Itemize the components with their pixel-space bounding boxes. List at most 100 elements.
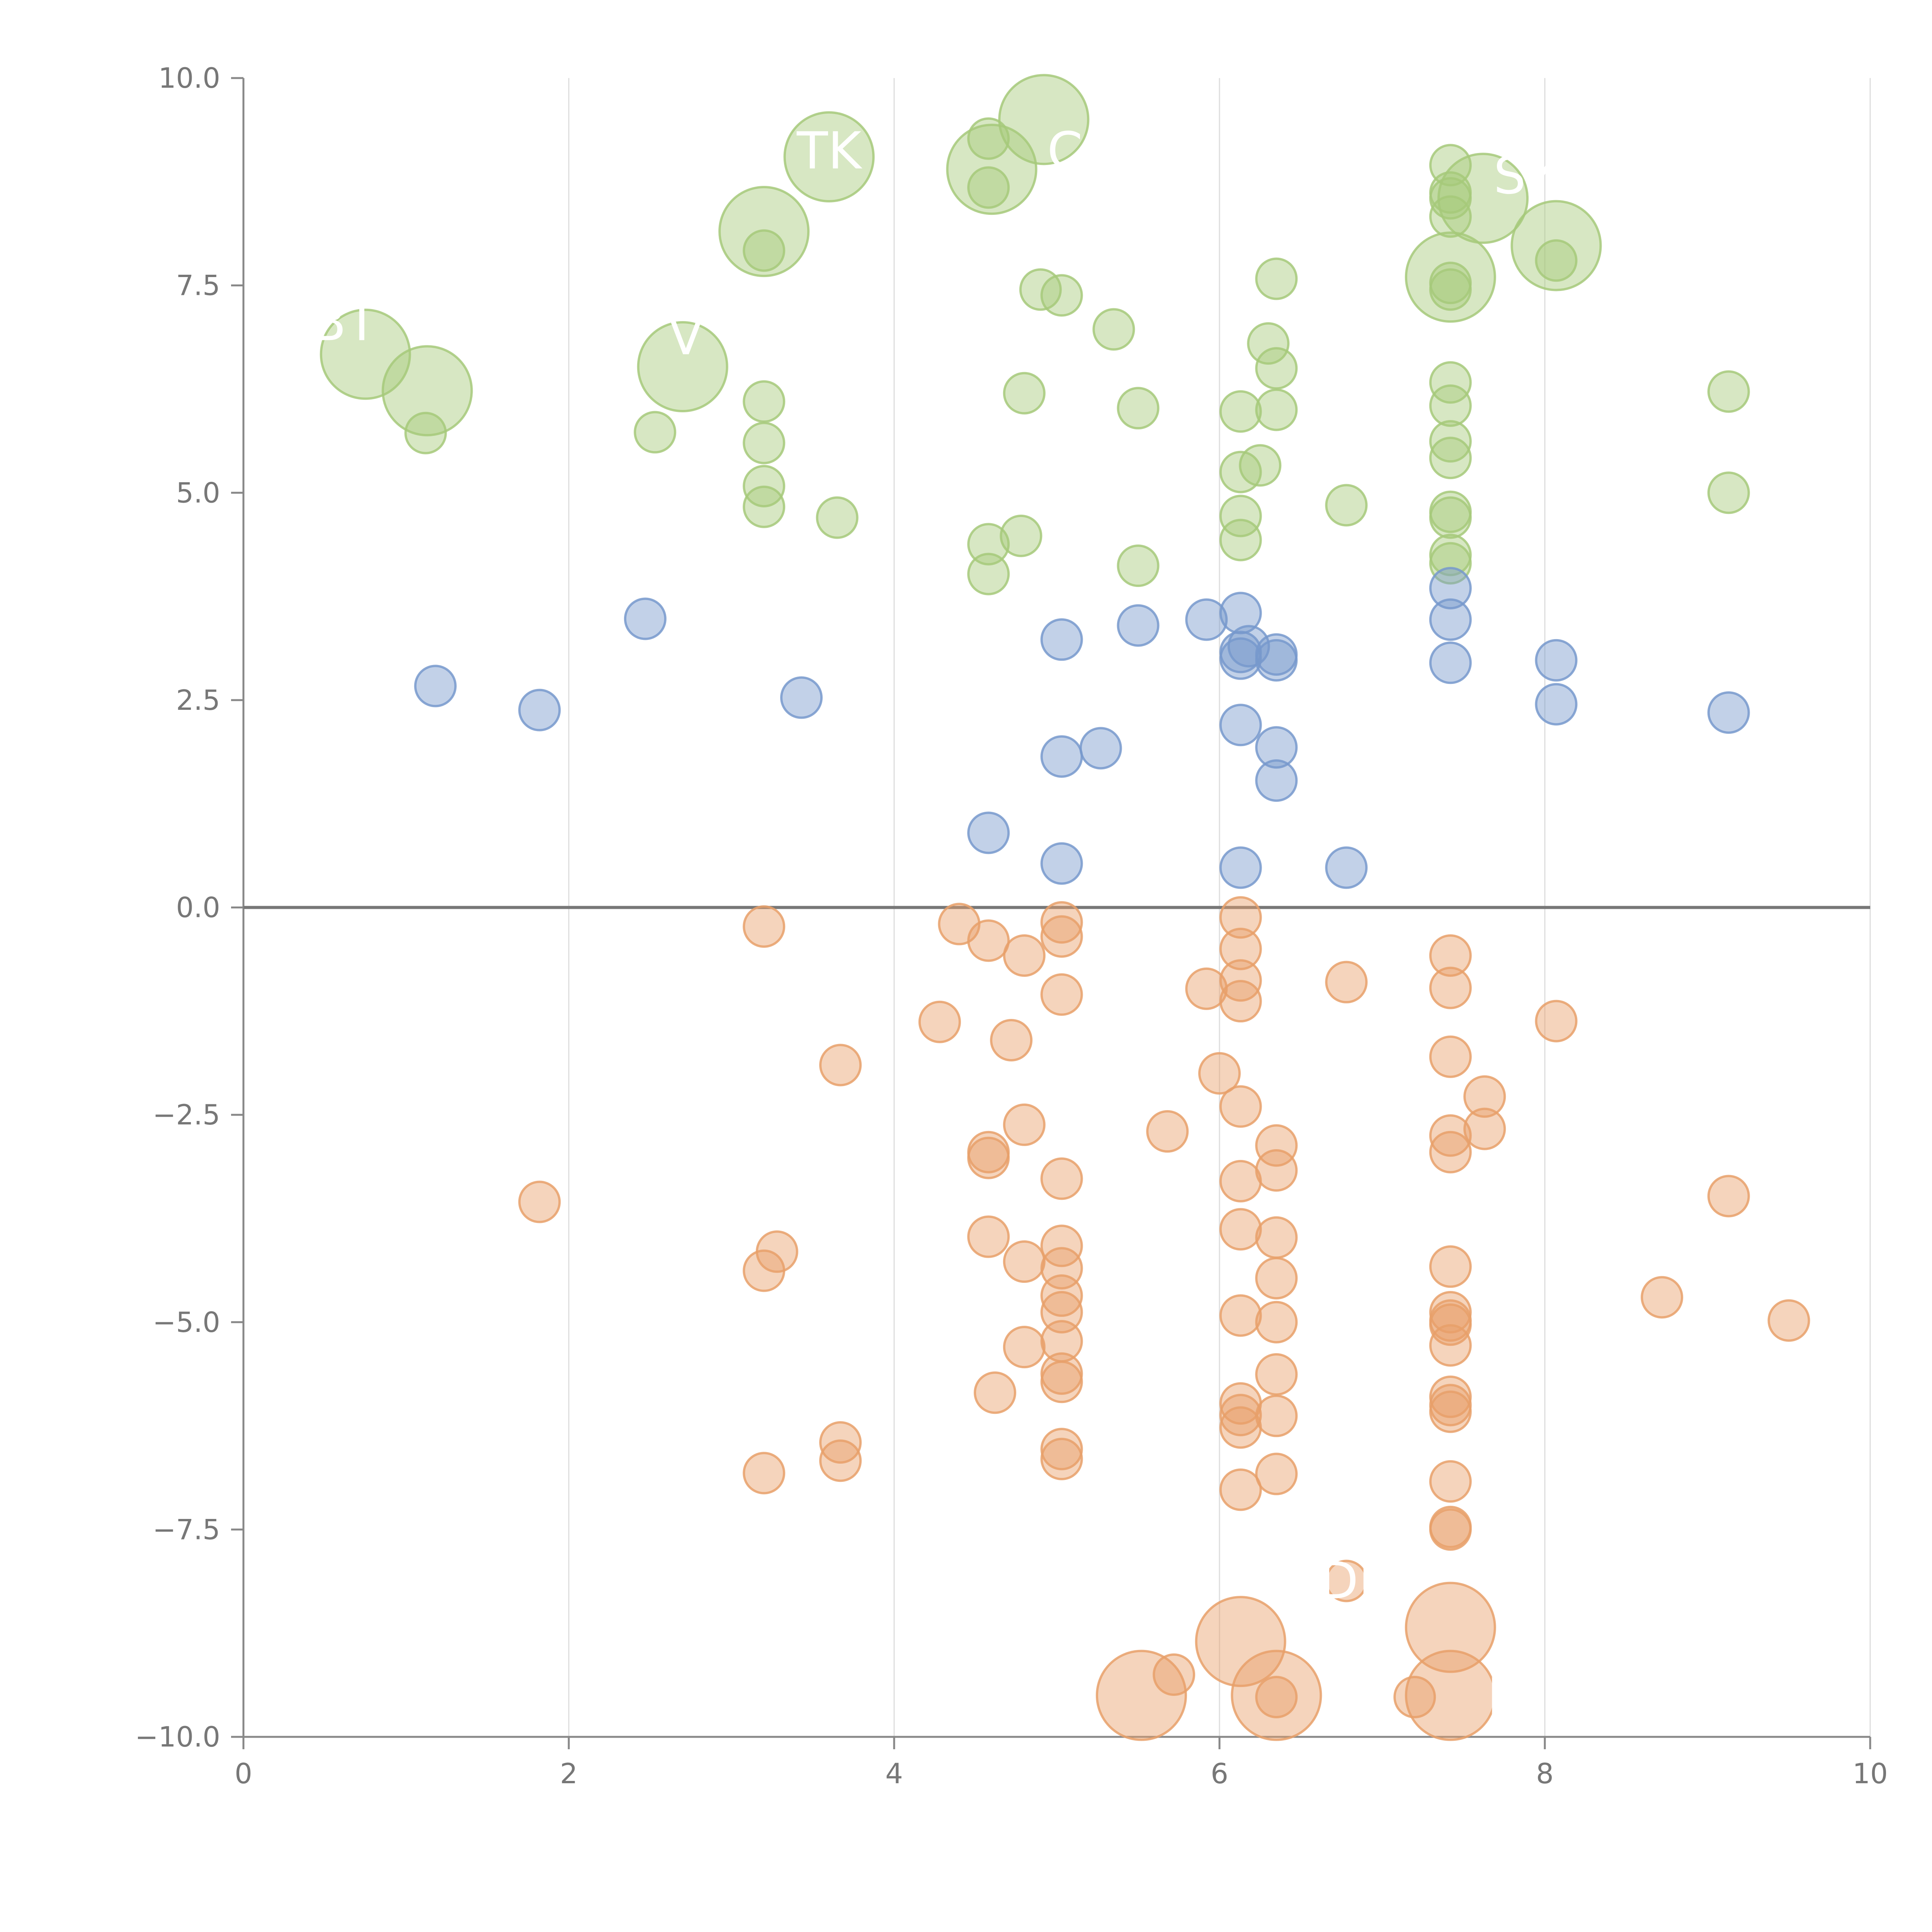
point-label: SY bbox=[1493, 146, 1557, 206]
data-point bbox=[1003, 372, 1046, 415]
data-point bbox=[1117, 387, 1160, 430]
data-point bbox=[1429, 598, 1472, 641]
data-point bbox=[1092, 308, 1135, 351]
large-data-point bbox=[1510, 200, 1602, 291]
data-point bbox=[1079, 727, 1122, 770]
data-point bbox=[1707, 471, 1750, 514]
data-point bbox=[967, 1136, 1010, 1179]
data-point bbox=[1219, 390, 1262, 433]
data-point bbox=[1040, 1291, 1083, 1333]
y-tick-label: −7.5 bbox=[153, 1513, 220, 1546]
data-point bbox=[1219, 495, 1262, 537]
data-point bbox=[1219, 704, 1262, 747]
data-point bbox=[634, 411, 677, 454]
data-point bbox=[743, 229, 786, 272]
data-point bbox=[1463, 1107, 1506, 1150]
data-point bbox=[1429, 966, 1472, 1009]
x-tick-label: 8 bbox=[1536, 1757, 1554, 1790]
x-tick-label: 10 bbox=[1852, 1757, 1888, 1790]
data-point bbox=[1040, 901, 1083, 944]
data-point bbox=[1146, 1110, 1189, 1153]
data-point bbox=[1535, 683, 1578, 726]
data-point bbox=[1219, 927, 1262, 970]
data-point bbox=[1219, 846, 1262, 889]
data-point bbox=[755, 1230, 798, 1273]
data-point bbox=[1255, 1353, 1298, 1396]
data-point bbox=[1040, 973, 1083, 1016]
y-tick-label: 2.5 bbox=[176, 684, 220, 716]
data-point bbox=[1040, 1157, 1083, 1200]
data-point bbox=[1040, 1437, 1083, 1480]
point-label: BT bbox=[311, 293, 378, 352]
data-point bbox=[1219, 896, 1262, 939]
data-point bbox=[1040, 1225, 1083, 1267]
y-tick-label: −10.0 bbox=[135, 1721, 220, 1753]
y-tick-label: −2.5 bbox=[153, 1099, 220, 1131]
data-point bbox=[1247, 322, 1290, 365]
data-point bbox=[743, 905, 786, 948]
data-point bbox=[1117, 604, 1160, 647]
data-point bbox=[1255, 639, 1298, 682]
data-point bbox=[1255, 1124, 1298, 1167]
data-point bbox=[1003, 934, 1046, 977]
point-label: C bbox=[1047, 121, 1083, 181]
data-point bbox=[1429, 437, 1472, 480]
data-point bbox=[819, 1439, 862, 1482]
data-point bbox=[1227, 625, 1270, 668]
data-point bbox=[967, 523, 1010, 566]
point-labels: BT V TK C SY DI M bbox=[311, 121, 1557, 1727]
x-tick-label: 2 bbox=[560, 1757, 578, 1790]
data-point bbox=[1707, 691, 1750, 734]
data-point bbox=[743, 422, 786, 464]
data-point bbox=[1255, 1301, 1298, 1344]
data-point bbox=[1429, 1035, 1472, 1078]
data-point bbox=[1429, 268, 1472, 311]
data-point bbox=[967, 919, 1010, 962]
data-point bbox=[974, 1371, 1017, 1414]
data-point bbox=[1219, 592, 1262, 634]
large-data-point bbox=[1231, 1650, 1322, 1741]
data-point bbox=[1393, 1675, 1436, 1718]
data-point bbox=[1429, 567, 1472, 610]
data-point bbox=[1429, 1245, 1472, 1288]
data-point bbox=[1219, 519, 1262, 561]
data-point bbox=[1219, 1406, 1262, 1449]
data-point bbox=[1040, 1274, 1083, 1317]
data-point bbox=[404, 412, 447, 454]
data-point bbox=[1219, 1394, 1262, 1437]
data-point bbox=[1429, 361, 1472, 404]
data-point bbox=[1040, 1361, 1083, 1403]
data-point bbox=[743, 380, 786, 423]
large-data-point bbox=[1195, 1596, 1286, 1687]
y-tick-label: −5.0 bbox=[153, 1306, 220, 1338]
point-label: V bbox=[668, 307, 703, 367]
large-data-point bbox=[320, 308, 411, 400]
data-point bbox=[1040, 1428, 1083, 1471]
x-tick-label: 6 bbox=[1211, 1757, 1228, 1790]
data-point bbox=[1707, 370, 1750, 413]
data-point bbox=[990, 1019, 1033, 1061]
data-point bbox=[1535, 1000, 1578, 1043]
data-point bbox=[1429, 420, 1472, 463]
data-point bbox=[1040, 915, 1083, 958]
data-point bbox=[1219, 1468, 1262, 1511]
large-data-point bbox=[946, 124, 1037, 215]
large-data-point bbox=[1405, 1582, 1496, 1673]
data-point bbox=[967, 166, 1010, 209]
point-label: TK bbox=[796, 121, 863, 181]
data-point bbox=[1767, 1299, 1810, 1342]
data-point bbox=[1429, 1114, 1472, 1157]
large-data-point bbox=[381, 345, 473, 437]
data-point bbox=[1325, 961, 1368, 1003]
data-point bbox=[1429, 1131, 1472, 1173]
large-data-point bbox=[998, 74, 1090, 165]
point-label: M bbox=[1487, 1667, 1531, 1727]
data-point bbox=[1429, 934, 1472, 977]
data-point bbox=[1185, 598, 1228, 641]
data-point bbox=[1325, 846, 1368, 889]
data-point bbox=[1040, 735, 1083, 778]
data-point bbox=[967, 1215, 1010, 1258]
data-point bbox=[1219, 1208, 1262, 1251]
